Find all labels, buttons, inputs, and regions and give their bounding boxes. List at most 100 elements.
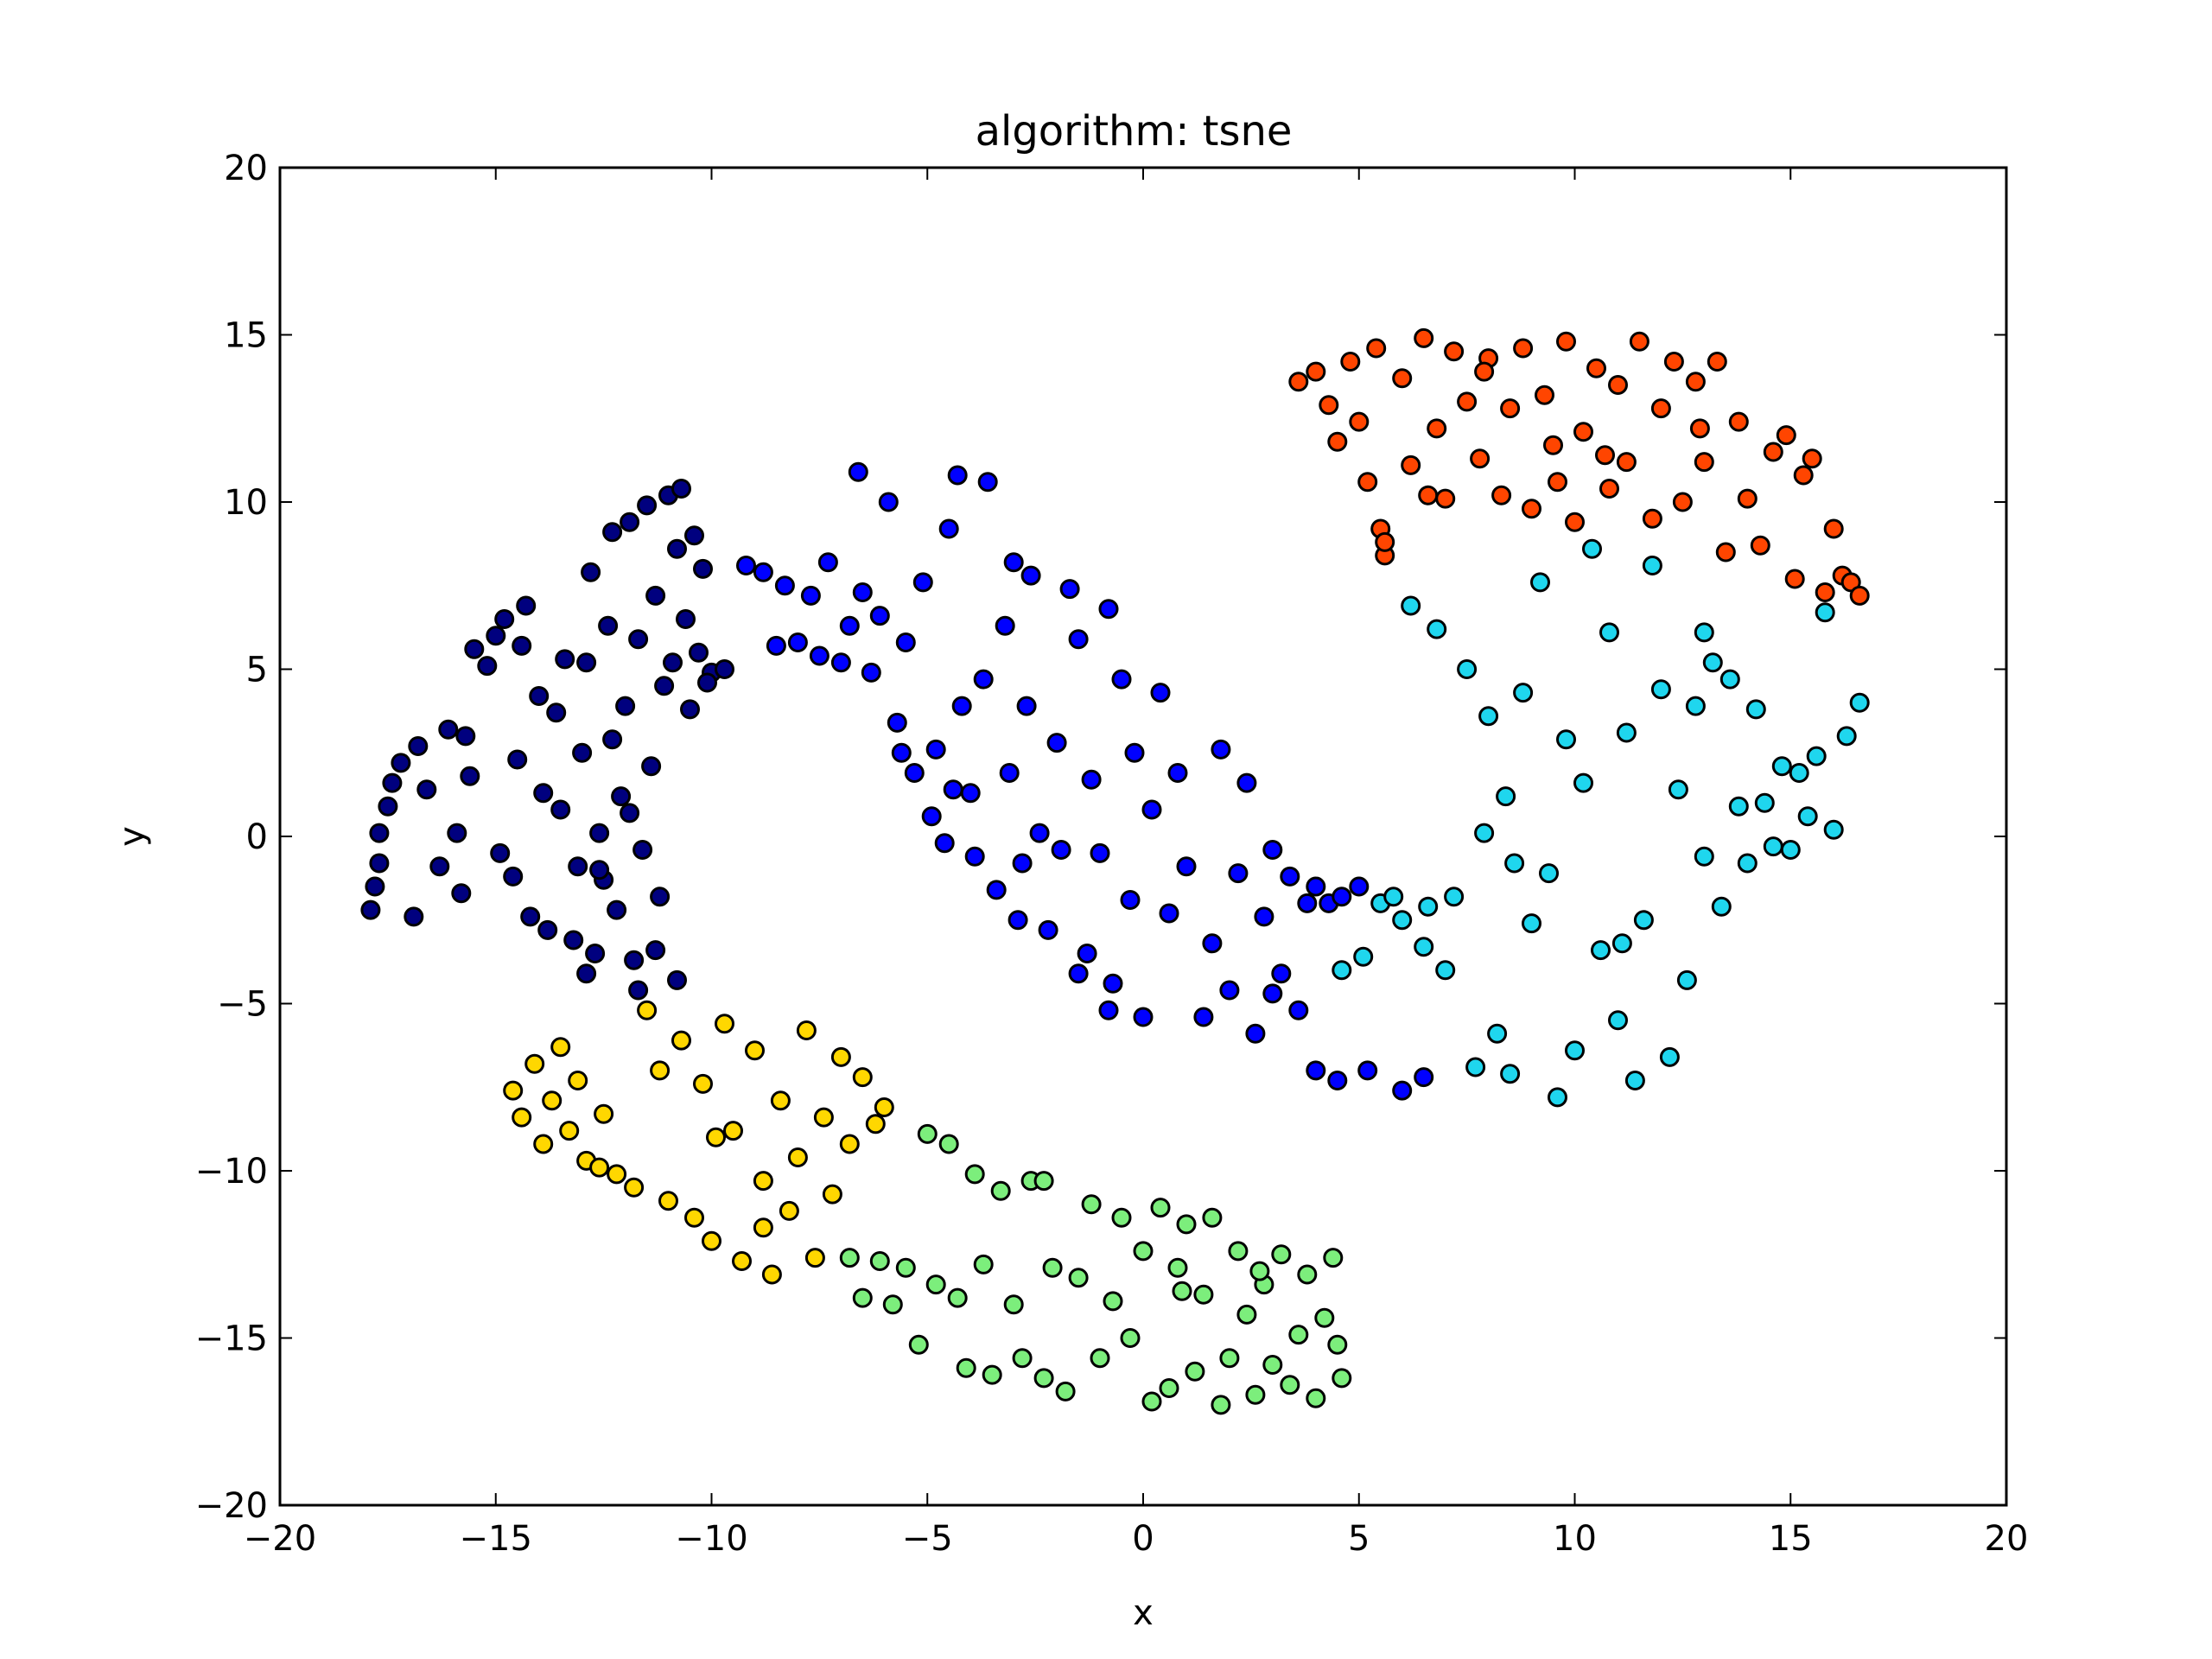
scatter-point-s2-p42 xyxy=(1737,488,1758,509)
scatter-point-s1-p10 xyxy=(848,461,868,482)
scatter-point-s0-p19 xyxy=(494,609,515,629)
scatter-point-s4-p14 xyxy=(658,1191,678,1211)
x-axis-label: x xyxy=(1133,1593,1154,1633)
scatter-point-s2-p34 xyxy=(1650,398,1671,419)
scatter-point-s5-p48 xyxy=(1314,1307,1335,1328)
scatter-point-s2-p43 xyxy=(1750,535,1770,556)
scatter-point-s0-p36 xyxy=(589,823,610,843)
scatter-point-s3-p40 xyxy=(1711,896,1732,917)
scatter-point-s0-p62 xyxy=(715,659,734,679)
scatter-point-s1-p16 xyxy=(895,632,916,652)
scatter-point-s1-p37 xyxy=(1046,733,1067,753)
scatter-point-s3-p0 xyxy=(1332,960,1352,981)
scatter-point-s0-p56 xyxy=(676,609,696,629)
scatter-point-s3-p19 xyxy=(1530,572,1550,593)
scatter-point-s1-p50 xyxy=(1141,799,1162,820)
scatter-point-s2-p33 xyxy=(1642,508,1662,529)
scatter-point-s1-p12 xyxy=(861,662,881,683)
scatter-point-s0-p40 xyxy=(607,899,627,920)
scatter-point-s5-p18 xyxy=(1033,1368,1054,1389)
scatter-point-s1-p61 xyxy=(1245,1023,1266,1044)
y-axis-ticks: −20 −15 −10 −5 0 5 10 15 20 xyxy=(195,149,2006,1526)
scatter-point-s1-p46 xyxy=(1111,669,1132,690)
scatter-point-s5-p29 xyxy=(1150,1198,1171,1218)
scatter-point-s0-p54 xyxy=(667,538,687,559)
scatter-point-s4-p16 xyxy=(684,1207,704,1228)
scatter-point-s5-p52 xyxy=(1033,1171,1054,1192)
scatter-point-s2-p44 xyxy=(1763,442,1783,462)
scatter-point-s2-p2 xyxy=(1319,395,1339,416)
scatter-point-s3-p48 xyxy=(1780,840,1801,860)
scatter-point-s0-p46 xyxy=(632,840,653,860)
scatter-point-s3-p32 xyxy=(1642,556,1662,575)
y-tick-label-0: −20 xyxy=(195,1486,268,1526)
x-tick-label-2: −10 xyxy=(675,1519,747,1559)
scatter-point-s3-p24 xyxy=(1573,772,1593,793)
scatter-point-s4-p37 xyxy=(706,1127,726,1147)
scatter-point-s5-p50 xyxy=(1327,1334,1348,1355)
scatter-point-s1-p40 xyxy=(1068,629,1089,650)
scatter-point-s3-p14 xyxy=(1487,1023,1508,1044)
scatter-point-s0-p60 xyxy=(693,558,713,579)
scatter-point-s2-p45 xyxy=(1776,425,1796,446)
scatter-point-s5-p13 xyxy=(982,1364,1002,1385)
scatter-point-s3-p35 xyxy=(1668,779,1688,800)
scatter-point-s0-p55 xyxy=(671,479,691,499)
scatter-point-s0-p50 xyxy=(650,887,671,907)
scatter-point-s1-p2 xyxy=(766,635,786,656)
scatter-point-s0-p47 xyxy=(637,495,658,516)
scatter-point-s5-p30 xyxy=(1159,1378,1179,1398)
scatter-point-s5-p22 xyxy=(1081,1194,1102,1215)
y-tick-label-5: 5 xyxy=(246,651,268,690)
scatter-point-s2-p21 xyxy=(1513,338,1534,359)
scatter-point-s1-p19 xyxy=(921,806,942,827)
scatter-point-s1-p3 xyxy=(774,575,795,596)
scatter-point-s1-p45 xyxy=(1103,973,1123,994)
scatter-point-s0-p57 xyxy=(680,699,700,720)
scatter-point-s2-p31 xyxy=(1616,452,1637,473)
scatter-point-s2-p11 xyxy=(1401,454,1421,475)
y-tick-label-3: −5 xyxy=(217,985,268,1025)
scatter-point-s4-p38 xyxy=(589,1157,610,1178)
scatter-point-s1-p36 xyxy=(1038,919,1058,940)
scatter-point-s1-p51 xyxy=(1150,683,1171,703)
scatter-point-s0-p44 xyxy=(624,950,645,970)
scatter-point-s0-p6 xyxy=(391,753,411,773)
scatter-point-s5-p27 xyxy=(1133,1241,1154,1262)
scatter-point-s3-p50 xyxy=(1797,806,1818,827)
x-tick-label-4: 0 xyxy=(1132,1519,1154,1559)
scatter-point-s3-p25 xyxy=(1582,538,1602,559)
scatter-point-s1-p83 xyxy=(1003,552,1024,573)
scatter-point-s5-p32 xyxy=(1176,1214,1197,1235)
scatter-point-s3-p31 xyxy=(1633,910,1654,931)
scatter-point-s1-p78 xyxy=(1098,1000,1119,1020)
scatter-point-s5-p21 xyxy=(1068,1268,1089,1288)
scatter-point-s4-p1 xyxy=(512,1107,532,1128)
scatter-point-s2-p50 xyxy=(1823,518,1844,539)
scatter-point-s0-p69 xyxy=(589,860,610,880)
scatter-point-s5-p43 xyxy=(1271,1244,1292,1265)
scatter-point-s3-p56 xyxy=(1418,896,1439,917)
scatter-point-s2-p54 xyxy=(1375,531,1395,552)
scatter-point-s0-p67 xyxy=(645,940,666,961)
scatter-point-s0-p17 xyxy=(486,626,506,646)
scatter-point-s1-p64 xyxy=(1271,963,1292,984)
y-tick-label-6: 10 xyxy=(224,483,268,523)
scatter-point-s1-p72 xyxy=(1306,1060,1326,1081)
y-tick-label-8: 20 xyxy=(224,149,268,188)
scatter-point-s2-p23 xyxy=(1535,385,1554,405)
scatter-point-s4-p11 xyxy=(624,1177,645,1198)
scatter-point-s1-p70 xyxy=(1332,887,1352,907)
scatter-point-s4-p19 xyxy=(715,1014,734,1034)
scatter-point-s3-p10 xyxy=(1457,659,1478,679)
scatter-point-s0-p39 xyxy=(602,522,623,543)
scatter-point-s4-p0 xyxy=(503,1080,524,1101)
scatter-point-s1-p42 xyxy=(1081,769,1102,790)
scatter-point-s0-p38 xyxy=(598,615,619,636)
scatter-point-s3-p46 xyxy=(1763,836,1783,857)
scatter-point-s1-p1 xyxy=(753,562,773,582)
scatter-point-s4-p18 xyxy=(702,1230,721,1251)
scatter-point-s5-p9 xyxy=(947,1287,968,1308)
scatter-point-s3-p55 xyxy=(1849,692,1870,713)
scatter-point-s0-p14 xyxy=(460,766,480,786)
